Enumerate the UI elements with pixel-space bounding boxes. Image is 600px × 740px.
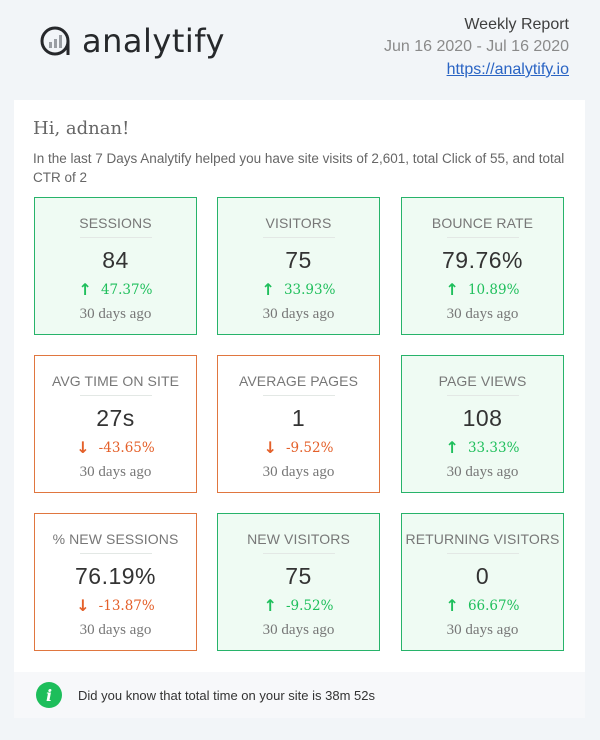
stat-label: PAGE VIEWS — [438, 373, 527, 389]
tip-banner: i Did you know that total time on your s… — [14, 672, 585, 718]
stat-value: 27s — [96, 405, 135, 431]
stat-change-value: 33.33% — [467, 440, 520, 456]
stat-divider — [262, 553, 335, 554]
stat-period: 30 days ago — [262, 306, 335, 322]
stat-label: % NEW SESSIONS — [52, 531, 179, 547]
summary-text: In the last 7 Days Analytify helped you … — [33, 151, 565, 185]
stat-period: 30 days ago — [79, 464, 152, 480]
arrow-up-icon: ↑ — [261, 280, 275, 299]
stat-change: ↑ 47.37% — [35, 281, 196, 299]
stat-card-bounce-rate: BOUNCE RATE 79.76% ↑ 10.89% 30 days ago — [401, 197, 564, 335]
arrow-up-icon: ↑ — [445, 438, 459, 457]
stat-period: 30 days ago — [262, 464, 335, 480]
info-icon: i — [36, 682, 62, 708]
stat-divider — [262, 395, 335, 396]
stat-divider — [446, 395, 519, 396]
stat-divider — [79, 395, 152, 396]
stat-change-value: 66.67% — [467, 598, 520, 614]
stat-label: NEW VISITORS — [247, 531, 350, 547]
stat-card-sessions: SESSIONS 84 ↑ 47.37% 30 days ago — [34, 197, 197, 335]
stat-change: ↑ 33.93% — [218, 281, 379, 299]
stat-change: ↓ -13.87% — [35, 597, 196, 615]
arrow-down-icon: ↓ — [263, 438, 277, 457]
stat-change-value: 47.37% — [100, 282, 153, 298]
stat-card-avg-time-on-site: AVG TIME ON SITE 27s ↓ -43.65% 30 days ag… — [34, 355, 197, 493]
report-date-range: Jun 16 2020 - Jul 16 2020 — [383, 38, 569, 55]
stat-label: SESSIONS — [79, 215, 152, 231]
stat-change-value: -9.52% — [285, 598, 334, 614]
stat-card-returning-visitors: RETURNING VISITORS 0 ↑ 66.67% 30 days ago — [401, 513, 564, 651]
greeting: Hi, adnan! — [33, 118, 130, 139]
stat-change-value: -43.65% — [98, 440, 155, 456]
stat-value: 1 — [291, 405, 306, 431]
arrow-up-icon: ↑ — [445, 596, 459, 615]
stat-divider — [79, 553, 152, 554]
stat-divider — [446, 553, 519, 554]
report-meta: Weekly Report Jun 16 2020 - Jul 16 2020 … — [384, 14, 569, 81]
arrow-up-icon: ↑ — [445, 280, 459, 299]
stat-period: 30 days ago — [446, 306, 519, 322]
brand-name: analytify — [82, 22, 225, 60]
stat-card-new-sessions: % NEW SESSIONS 76.19% ↓ -13.87% 30 days a… — [34, 513, 197, 651]
stat-change-value: 33.93% — [283, 282, 336, 298]
stat-value: 75 — [285, 247, 312, 273]
stat-change: ↑ 10.89% — [402, 281, 563, 299]
stat-label: VISITORS — [265, 215, 332, 231]
stat-card-new-visitors: NEW VISITORS 75 ↑ -9.52% 30 days ago — [217, 513, 380, 651]
stat-card-page-views: PAGE VIEWS 108 ↑ 33.33% 30 days ago — [401, 355, 564, 493]
arrow-down-icon: ↓ — [76, 596, 90, 615]
stat-label: AVG TIME ON SITE — [51, 373, 180, 389]
stat-period: 30 days ago — [79, 306, 152, 322]
stat-change: ↑ -9.52% — [218, 597, 379, 615]
stat-divider — [262, 237, 335, 238]
stat-card-average-pages: AVERAGE PAGES 1 ↓ -9.52% 30 days ago — [217, 355, 380, 493]
report-card: Hi, adnan! In the last 7 Days Analytify … — [14, 100, 585, 718]
stat-value: 108 — [462, 405, 503, 431]
analytify-logo[interactable]: analytify — [40, 25, 225, 57]
stat-value: 75 — [285, 563, 312, 589]
site-link[interactable]: https://analytify.io — [446, 61, 569, 78]
stat-change-value: -9.52% — [285, 440, 334, 456]
stat-change-value: -13.87% — [98, 598, 155, 614]
stat-change: ↑ 33.33% — [402, 439, 563, 457]
stat-period: 30 days ago — [79, 622, 152, 638]
stat-value: 76.19% — [74, 563, 156, 589]
stat-label: RETURNING VISITORS — [405, 531, 560, 547]
stat-label: AVERAGE PAGES — [238, 373, 359, 389]
arrow-up-icon: ↑ — [78, 280, 92, 299]
stat-change: ↓ -9.52% — [218, 439, 379, 457]
report-title: Weekly Report — [464, 16, 569, 33]
stat-change: ↓ -43.65% — [35, 439, 196, 457]
stat-value: 79.76% — [441, 247, 523, 273]
tip-text: Did you know that total time on your sit… — [78, 687, 375, 703]
stat-value: 0 — [475, 563, 490, 589]
analytics-bars-icon — [40, 26, 70, 56]
stat-divider — [79, 237, 152, 238]
stat-change: ↑ 66.67% — [402, 597, 563, 615]
stat-change-value: 10.89% — [467, 282, 520, 298]
arrow-down-icon: ↓ — [76, 438, 90, 457]
stat-divider — [446, 237, 519, 238]
arrow-up-icon: ↑ — [263, 596, 277, 615]
report-header: analytify Weekly Report Jun 16 2020 - Ju… — [0, 0, 600, 98]
stat-label: BOUNCE RATE — [431, 215, 534, 231]
stat-period: 30 days ago — [262, 622, 335, 638]
stat-value: 84 — [102, 247, 129, 273]
stat-period: 30 days ago — [446, 464, 519, 480]
stat-period: 30 days ago — [446, 622, 519, 638]
stat-card-visitors: VISITORS 75 ↑ 33.93% 30 days ago — [217, 197, 380, 335]
